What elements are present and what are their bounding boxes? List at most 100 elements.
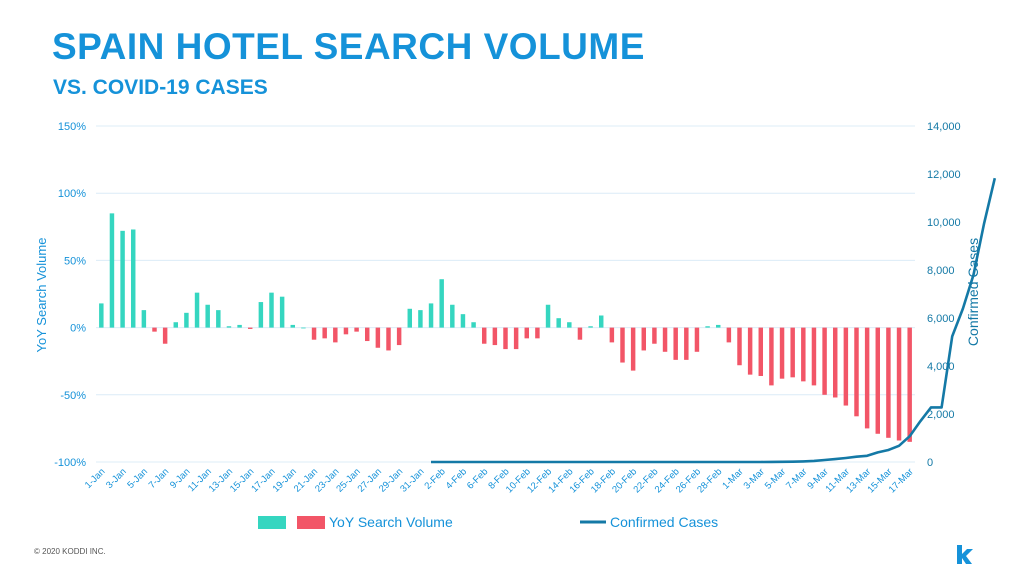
left-axis-ticks: 150% 100% 50% 0% -50% -100% [54, 121, 86, 469]
x-tick-label: 3-Jan [104, 466, 129, 491]
right-tick-label: 4,000 [927, 361, 955, 373]
left-tick-label: -50% [60, 390, 86, 402]
right-tick-label: 10,000 [927, 217, 961, 229]
search-volume-bar [237, 324, 242, 328]
left-tick-label: 0% [70, 323, 86, 335]
search-volume-bar [556, 318, 561, 328]
search-volume-bar [354, 327, 359, 332]
x-tick-label: 6-Feb [465, 466, 490, 491]
search-volume-bar [205, 304, 210, 328]
search-volume-bar [173, 322, 179, 328]
search-volume-bar [854, 327, 859, 417]
search-volume-bar [439, 279, 444, 328]
search-volume-bar [620, 327, 625, 363]
x-tick-label: 3-Mar [742, 466, 767, 491]
search-volume-bar [545, 304, 551, 328]
x-tick-label: 5-Jan [125, 466, 150, 491]
right-tick-label: 8,000 [927, 265, 955, 277]
search-volume-bar [99, 303, 104, 328]
search-volume-bar [779, 327, 785, 379]
search-volume-bar [843, 327, 849, 406]
search-volume-bar [471, 322, 476, 328]
search-volume-bar [301, 327, 306, 329]
chart-title: SPAIN HOTEL SEARCH VOLUME [52, 26, 645, 67]
x-tick-label: 7-Mar [784, 466, 809, 491]
search-volume-bar [673, 327, 678, 360]
search-volume-bar [407, 308, 413, 328]
search-volume-bar [598, 315, 604, 328]
search-volume-bar [375, 327, 381, 348]
legend-label-search-volume: YoY Search Volume [329, 514, 453, 530]
search-volume-bar [896, 327, 902, 441]
search-volume-bar [535, 327, 540, 339]
right-axis-ticks: 14,000 12,000 10,000 8,000 6,000 4,000 2,000 0 [927, 121, 961, 469]
search-volume-bar [609, 327, 615, 343]
search-volume-bar [758, 327, 764, 376]
search-volume-bar [269, 292, 274, 328]
legend-swatch-positive [258, 516, 286, 529]
search-volume-bar [322, 327, 327, 339]
right-tick-label: 12,000 [927, 169, 961, 181]
right-tick-label: 0 [927, 457, 933, 469]
search-volume-bar [513, 327, 519, 350]
chart-legend: YoY Search Volume Confirmed Cases [258, 514, 718, 530]
search-volume-bar [524, 327, 530, 339]
search-volume-bar [694, 327, 700, 352]
search-volume-bar [822, 327, 827, 395]
search-volume-bar [279, 296, 285, 328]
gridlines [96, 125, 915, 463]
search-volume-bar [726, 327, 732, 343]
left-tick-label: -100% [54, 457, 86, 469]
search-volume-bar [481, 327, 487, 344]
search-volume-bar [258, 302, 264, 328]
search-volume-bar [875, 327, 881, 434]
search-volume-bar [641, 327, 647, 351]
search-volume-bar [503, 327, 508, 350]
search-volume-bar [162, 327, 168, 344]
search-volume-bar [152, 327, 157, 332]
right-tick-label: 2,000 [927, 409, 955, 421]
search-volume-bar [684, 327, 689, 360]
search-volume-bar [120, 230, 125, 328]
search-volume-bar [790, 327, 795, 378]
x-tick-label: 2-Feb [422, 466, 447, 491]
search-volume-bar [247, 327, 253, 329]
x-tick-label: 31-Jan [398, 466, 426, 494]
search-volume-bar [184, 312, 189, 328]
confirmed-cases-line [431, 177, 997, 464]
left-axis-label: YoY Search Volume [34, 238, 49, 353]
search-volume-bar [662, 327, 668, 352]
search-volume-bar [811, 327, 817, 386]
search-volume-bar [652, 327, 657, 344]
search-volume-bar [737, 327, 742, 366]
search-volume-bar [418, 310, 423, 328]
search-volume-bar [769, 327, 774, 386]
chart-subtitle: VS. COVID-19 CASES [53, 76, 268, 99]
search-volume-bars [99, 213, 912, 442]
search-volume-bar [577, 327, 583, 340]
search-volume-bar [216, 310, 221, 328]
x-axis-ticks: 1-Jan3-Jan5-Jan7-Jan9-Jan11-Jan13-Jan15-… [83, 466, 916, 495]
x-tick-label: 5-Mar [763, 466, 788, 491]
x-tick-label: 4-Feb [444, 466, 469, 491]
legend-label-confirmed-cases: Confirmed Cases [610, 514, 718, 530]
left-tick-label: 50% [64, 255, 86, 267]
search-volume-bar [832, 327, 838, 398]
search-volume-bar [630, 327, 636, 371]
search-volume-bar [801, 327, 806, 382]
search-volume-bar [364, 327, 370, 342]
copyright-footer: © 2020 KODDI INC. [34, 547, 106, 556]
x-tick-label: 1-Mar [720, 466, 745, 491]
legend-swatch-negative [297, 516, 325, 529]
search-volume-bar [386, 327, 391, 351]
search-volume-bar [290, 324, 296, 328]
left-tick-label: 100% [58, 188, 86, 200]
search-volume-bar [343, 327, 349, 335]
search-volume-bar [747, 327, 753, 375]
search-volume-bar [396, 327, 402, 346]
search-volume-bar [450, 304, 455, 328]
search-volume-bar [226, 326, 232, 328]
search-volume-bar [194, 292, 200, 328]
x-tick-label: 1-Jan [83, 466, 108, 491]
